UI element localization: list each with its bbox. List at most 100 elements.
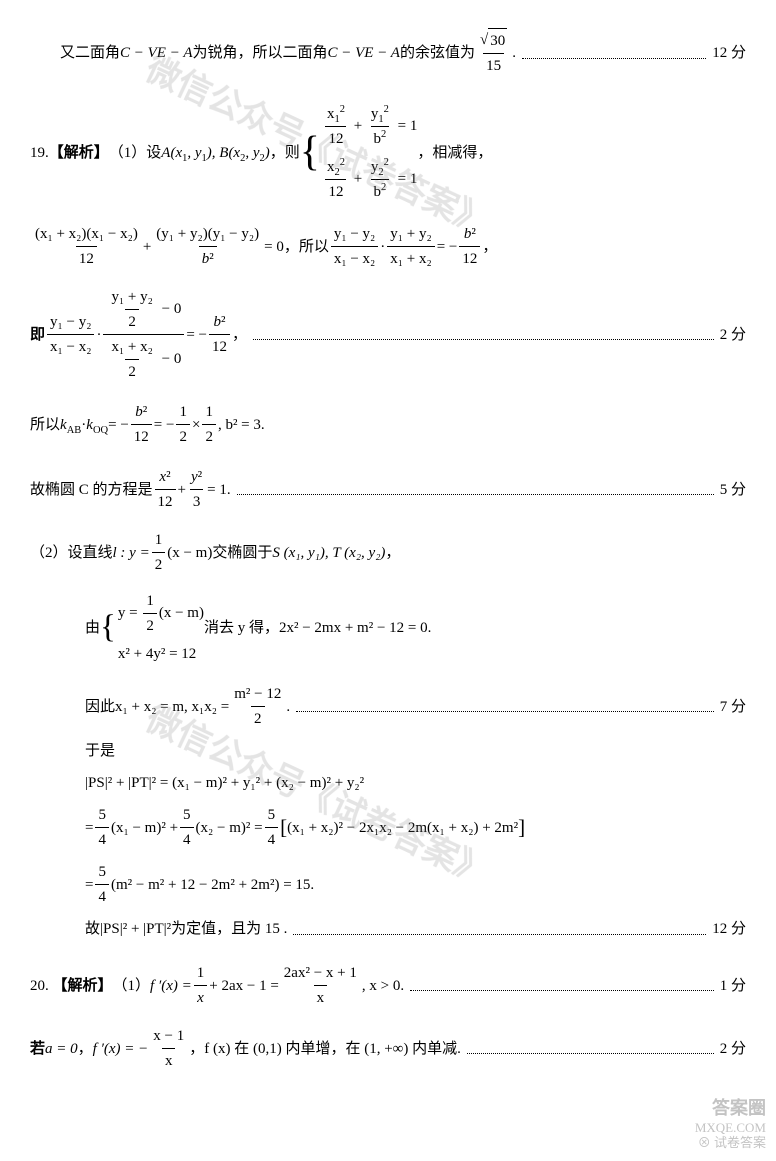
t: +	[178, 478, 186, 502]
dots	[522, 47, 706, 59]
t: x	[194, 985, 207, 1010]
q19-tag: 【解析】	[49, 141, 109, 165]
t: 3	[190, 489, 204, 514]
q20-line2: 若 a = 0 ， f ′(x) = − x − 1x ，f (x) 在 (0,…	[30, 1024, 746, 1073]
t: x₁ − x₂	[47, 334, 94, 359]
t: 2ax² − x + 1	[281, 961, 360, 985]
dots	[296, 701, 714, 713]
t: 12	[209, 334, 230, 359]
t: x	[162, 1048, 176, 1073]
t: (y₁ + y₂)(y₁ − y₂)	[153, 222, 262, 246]
t: ，f (x) 在 (0,1) 内单增，在 (1, +∞) 内单减.	[189, 1037, 461, 1061]
t: x² + 4y² = 12	[118, 642, 204, 666]
q20-line1: 20. 【解析】 （1） f ′(x) = 1x + 2ax − 1 = 2ax…	[30, 961, 746, 1010]
score-7: 7 分	[720, 695, 746, 719]
m: C − VE − A	[120, 41, 192, 65]
t: 1	[202, 400, 216, 424]
t: x	[314, 985, 328, 1010]
t: 消去 y 得，	[204, 616, 279, 640]
t: ·	[380, 235, 385, 259]
t: 2	[176, 424, 190, 449]
t: 4	[265, 827, 279, 852]
t: , y	[245, 145, 259, 161]
t: 1	[143, 589, 157, 613]
t: = −	[186, 323, 207, 347]
t: y₁ − y₂	[47, 310, 94, 334]
t: 12	[325, 126, 346, 151]
t: 即	[30, 323, 45, 347]
t: ，	[385, 541, 400, 565]
wm-br-2: MXQE.COM	[695, 1120, 766, 1136]
score-12b: 12 分	[712, 917, 746, 941]
t: y₁ + y₂	[108, 285, 155, 309]
t: b	[374, 131, 382, 147]
t: = −	[154, 413, 175, 437]
t: 2	[202, 424, 216, 449]
t: 5	[95, 860, 109, 884]
t: =	[85, 873, 93, 897]
t: 于是	[85, 739, 115, 763]
t: = −	[108, 413, 129, 437]
q19-line4: 所以 kAB · kOQ = − b²12 = − 12 × 12 , b² =…	[30, 400, 746, 449]
t: (x₁ + x₂)² − 2x₁x₂ − 2m(x₁ + x₂) + 2m²	[287, 816, 518, 840]
bottom-right-watermark: 答案圈 MXQE.COM ⊗ 试卷答案	[695, 1098, 766, 1151]
t: f ′(x) = −	[93, 1037, 149, 1061]
t: AB	[67, 425, 82, 436]
t: 又二面角	[60, 41, 120, 65]
q19-line3: 即 y₁ − y₂x₁ − x₂ · y₁ + y₂2 − 0 x₁ + x₂2…	[30, 285, 746, 384]
t: m² − 12	[231, 682, 284, 706]
t: y₁ + y₂	[387, 222, 434, 246]
dots	[467, 1043, 714, 1055]
t: A(x	[161, 145, 182, 161]
system-2: { y = 12(x − m) x² + 4y² = 12	[100, 587, 204, 668]
t: ，	[482, 235, 497, 259]
t: （2）设直线	[30, 541, 113, 565]
t: 1	[152, 528, 166, 552]
t: (x₁ − m)² +	[111, 816, 178, 840]
q19-line13: 故 |PS|² + |PT|² 为定值，且为 15 . 12 分	[30, 917, 746, 941]
t: (x₂ − m)² =	[196, 816, 263, 840]
t: y₁ − y₂	[331, 222, 378, 246]
t: 故	[85, 917, 100, 941]
t: 12	[76, 246, 97, 271]
q20-tag: 【解析】	[53, 974, 113, 998]
system-1: { x1212 + y12b2 = 1 x2212 + y22b2 = 1	[300, 100, 418, 206]
m: C − VE − A	[328, 41, 400, 65]
t: 4	[180, 827, 194, 852]
t: (x − m)	[159, 605, 204, 621]
q19-line12: = 54 (m² − m² + 12 − 2m² + 2m²) = 15.	[30, 860, 746, 909]
t: ，	[78, 1037, 93, 1061]
t: 的余弦值为	[400, 41, 475, 65]
t: 2	[125, 359, 139, 384]
t: = 1	[398, 118, 418, 134]
t: 2	[143, 613, 157, 638]
q19-line2: (x₁ + x₂)(x₁ − x₂)12 + (y₁ + y₂)(y₁ − y₂…	[30, 222, 746, 271]
wm-br-3: ⊗ 试卷答案	[695, 1135, 766, 1151]
t: |PS|² + |PT|²	[100, 917, 171, 941]
t: = 1.	[207, 478, 230, 502]
t: 12	[459, 246, 480, 271]
t: x₁ + x₂	[387, 246, 434, 271]
t: |PS|² + |PT|² = (x₁ − m)² + y₁² + (x₂ − …	[85, 771, 364, 795]
score-2: 2 分	[720, 323, 746, 347]
t: 为定值，且为 15 .	[171, 917, 287, 941]
t: ，	[232, 323, 247, 347]
t: , y	[187, 145, 201, 161]
t: ×	[192, 413, 200, 437]
t: （1）设	[109, 141, 162, 165]
t: − 0	[158, 351, 181, 367]
sqrt-30: 30	[488, 28, 507, 53]
score-5: 5 分	[720, 478, 746, 502]
dots	[293, 923, 706, 935]
q19-num: 19.	[30, 141, 49, 165]
t: 4	[95, 884, 109, 909]
t: b	[374, 184, 382, 200]
t: 2	[125, 309, 139, 334]
t: 因此	[85, 695, 115, 719]
t: a = 0	[45, 1037, 78, 1061]
t: x − 1	[150, 1024, 187, 1048]
t: y =	[118, 605, 141, 621]
t: 若	[30, 1037, 45, 1061]
t: =	[85, 816, 93, 840]
score-2b: 2 分	[720, 1037, 746, 1061]
